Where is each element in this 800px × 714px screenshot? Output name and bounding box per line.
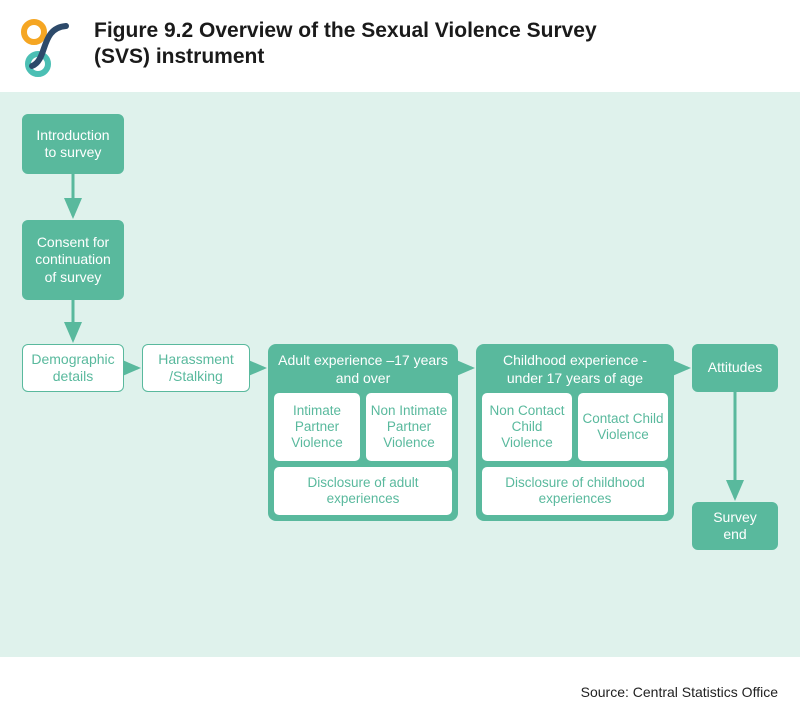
node-demographic: Demographic details — [22, 344, 124, 392]
source-line: Source: Central Statistics Office — [581, 684, 778, 700]
node-attitudes-label: Attitudes — [708, 359, 762, 377]
cso-logo — [20, 18, 80, 78]
node-consent: Consent for continuation of survey — [22, 220, 124, 300]
node-harassment-label: Harassment /Stalking — [151, 351, 241, 386]
group-adult: Adult experience –17 years and over Inti… — [268, 344, 458, 521]
figure-header: Figure 9.2 Overview of the Sexual Violen… — [0, 0, 800, 92]
adult-disclosure: Disclosure of adult experiences — [274, 467, 452, 515]
group-child-title: Childhood experience - under 17 years of… — [476, 344, 674, 393]
adult-sub-ipv: Intimate Partner Violence — [274, 393, 360, 461]
figure-title: Figure 9.2 Overview of the Sexual Violen… — [94, 18, 654, 71]
adult-sub-nonipv: Non Intimate Partner Violence — [366, 393, 452, 461]
node-attitudes: Attitudes — [692, 344, 778, 392]
node-intro-label: Introduction to survey — [31, 127, 115, 162]
flowchart-canvas: Introduction to survey Consent for conti… — [0, 92, 800, 657]
node-end-label: Survey end — [701, 509, 769, 544]
node-harassment: Harassment /Stalking — [142, 344, 250, 392]
node-end: Survey end — [692, 502, 778, 550]
node-consent-label: Consent for continuation of survey — [31, 234, 115, 287]
node-intro: Introduction to survey — [22, 114, 124, 174]
node-demographic-label: Demographic details — [31, 351, 115, 386]
group-child: Childhood experience - under 17 years of… — [476, 344, 674, 521]
child-sub-noncontact: Non Contact Child Violence — [482, 393, 572, 461]
child-disclosure: Disclosure of childhood experiences — [482, 467, 668, 515]
child-sub-contact: Contact Child Violence — [578, 393, 668, 461]
group-adult-title: Adult experience –17 years and over — [268, 344, 458, 393]
